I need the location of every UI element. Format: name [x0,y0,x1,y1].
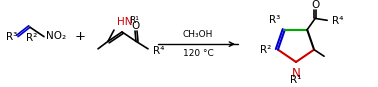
Text: R⁴: R⁴ [332,16,344,26]
Text: O: O [311,0,319,10]
Text: NO₂: NO₂ [46,31,66,41]
Text: O: O [132,21,140,31]
Text: R²: R² [26,33,38,43]
Text: R³: R³ [6,32,17,42]
Text: N: N [291,67,301,80]
Text: R¹: R¹ [290,75,302,85]
Text: R³: R³ [269,15,280,25]
Text: +: + [74,30,85,43]
Text: R¹: R¹ [129,16,139,25]
Text: HN: HN [117,17,133,27]
Text: R²: R² [260,45,271,55]
Text: 120 °C: 120 °C [183,49,213,58]
Text: R⁴: R⁴ [153,46,164,56]
Text: CH₃OH: CH₃OH [183,30,213,39]
